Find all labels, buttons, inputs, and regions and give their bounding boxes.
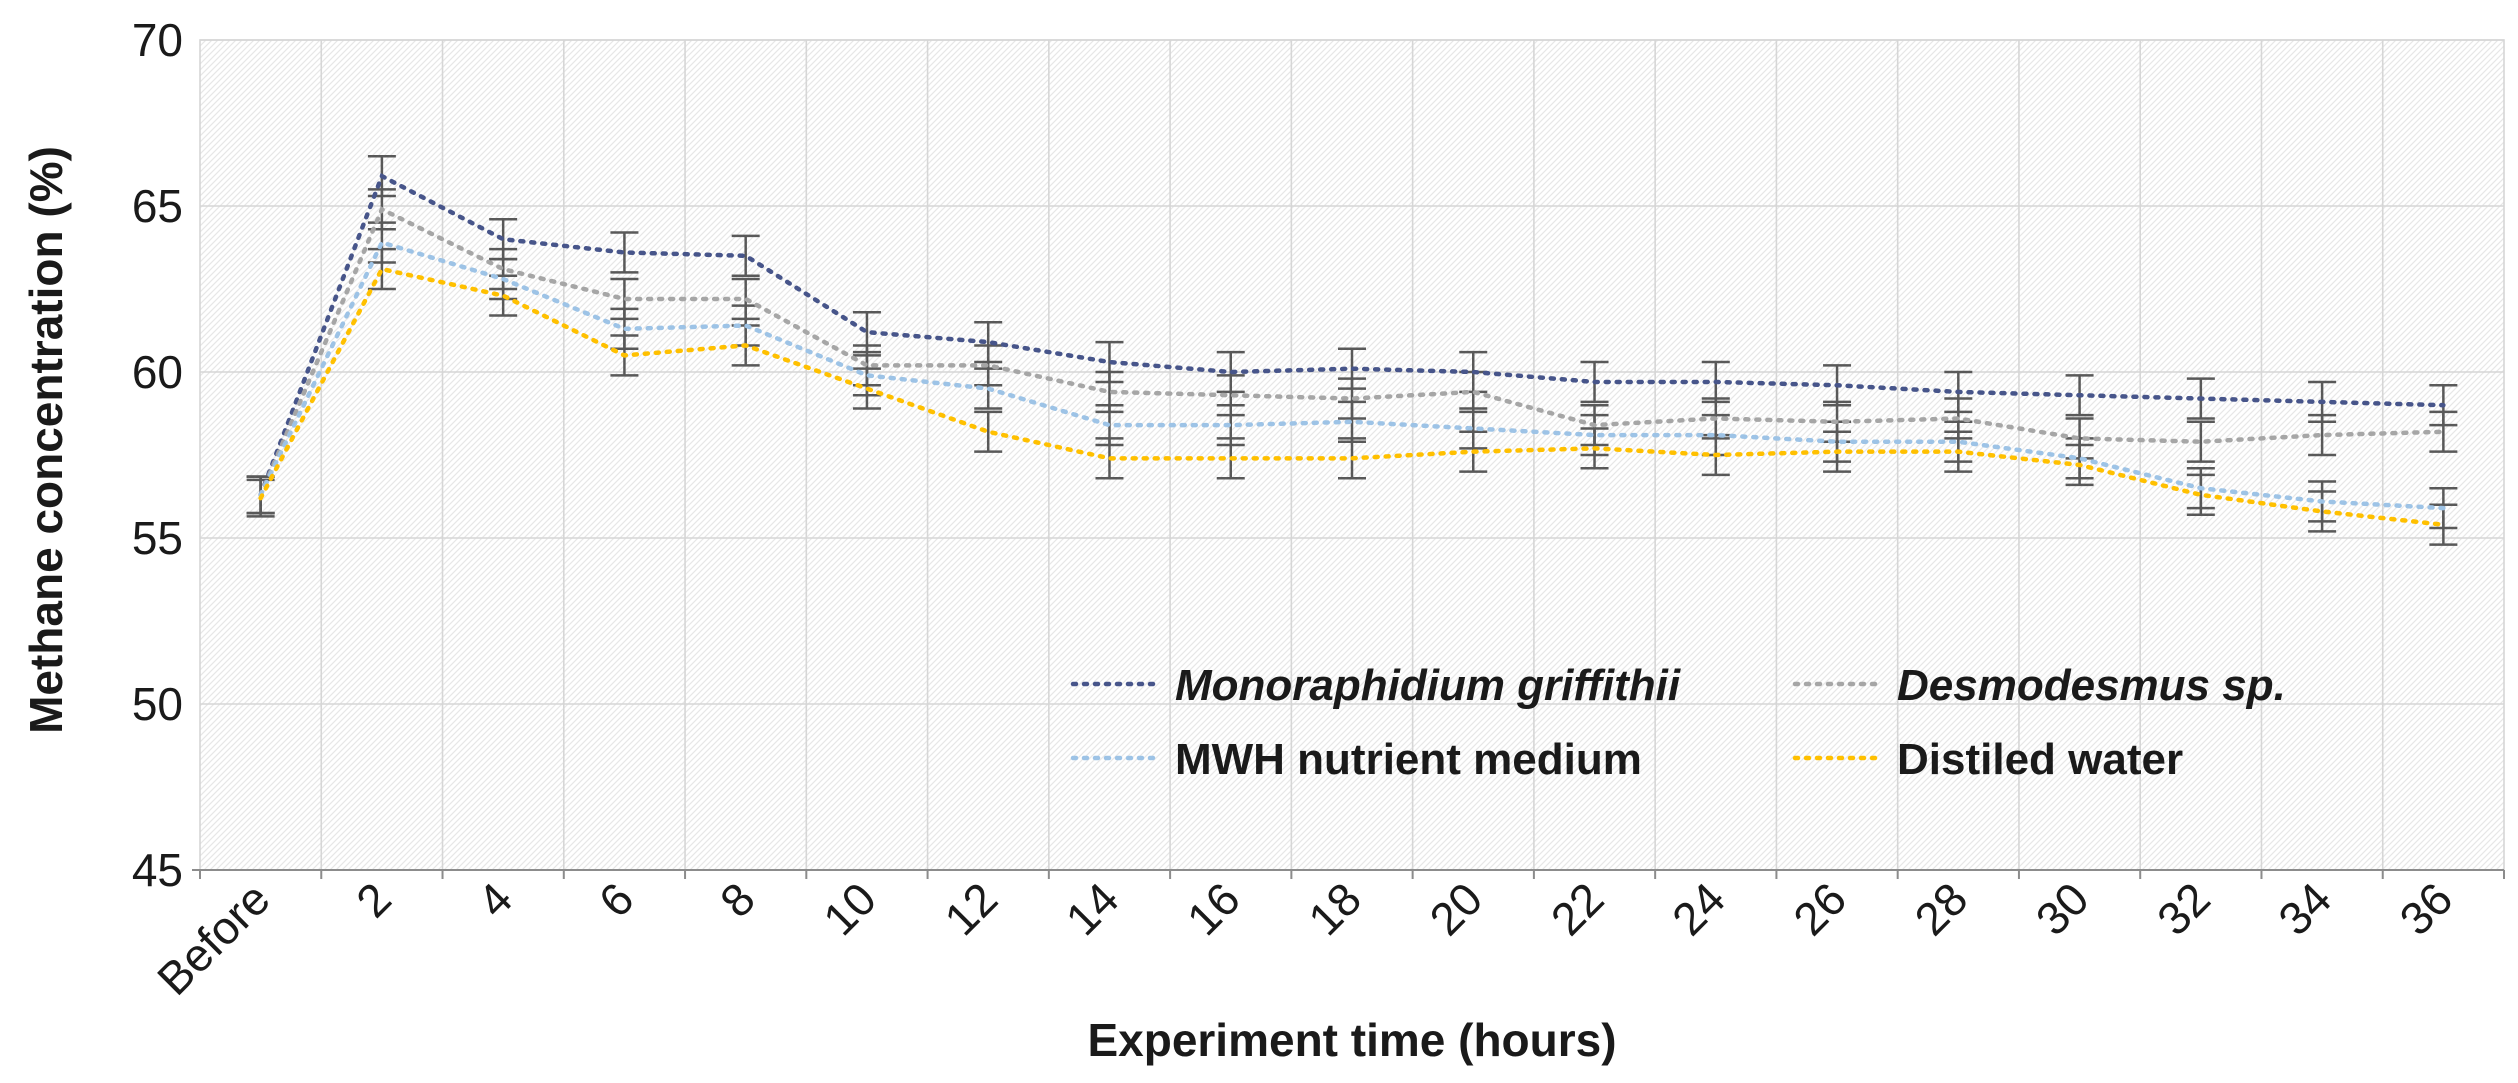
legend-label-0: Monoraphidium griffithii: [1175, 661, 1681, 710]
y-tick-label: 45: [132, 844, 183, 896]
x-tick-label: 28: [1904, 872, 1977, 945]
x-tick-label: 14: [1056, 872, 1129, 945]
series-line-2: [258, 239, 2446, 511]
x-tick-label: 16: [1177, 872, 1250, 945]
x-tick-label: 34: [2268, 872, 2341, 945]
x-tick-label: 30: [2026, 872, 2099, 945]
x-tick-label: 8: [710, 872, 765, 927]
x-tick-label: 6: [589, 872, 644, 927]
x-tick-label: 12: [934, 872, 1007, 945]
x-axis-title: Experiment time (hours): [1087, 1014, 1617, 1066]
x-tick-label: 2: [346, 872, 401, 927]
legend-label-1: Desmodesmus sp.: [1897, 661, 2286, 710]
x-tick-label: 32: [2147, 872, 2220, 945]
x-tick-label: 26: [1783, 872, 1856, 945]
x-tick-label: 18: [1298, 872, 1371, 945]
y-axis-title: Methane concentration (%): [20, 146, 72, 734]
legend-item-3: Distiled water: [1792, 735, 2183, 784]
y-tick-label: 55: [132, 512, 183, 564]
legend-label-3: Distiled water: [1897, 735, 2183, 784]
x-tick-label: 4: [467, 872, 522, 927]
x-tick-label: 36: [2389, 872, 2462, 945]
x-tick-label: 10: [813, 872, 886, 945]
x-tick-label: 24: [1662, 872, 1735, 945]
y-tick-label: 50: [132, 678, 183, 730]
y-tick-label: 70: [132, 14, 183, 66]
y-tick-label: 65: [132, 180, 183, 232]
series-line-3: [258, 266, 2446, 527]
series-line-0: [258, 172, 2446, 498]
legend-label-2: MWH nutrient medium: [1175, 735, 1642, 784]
x-tick-label: 20: [1419, 872, 1492, 945]
x-tick-label: 22: [1541, 872, 1614, 945]
legend-item-2: MWH nutrient medium: [1070, 735, 1642, 784]
series-line-1: [258, 206, 2446, 498]
legend-item-1: Desmodesmus sp.: [1792, 661, 2286, 710]
y-tick-label: 60: [132, 346, 183, 398]
legend-item-0: Monoraphidium griffithii: [1070, 661, 1681, 710]
